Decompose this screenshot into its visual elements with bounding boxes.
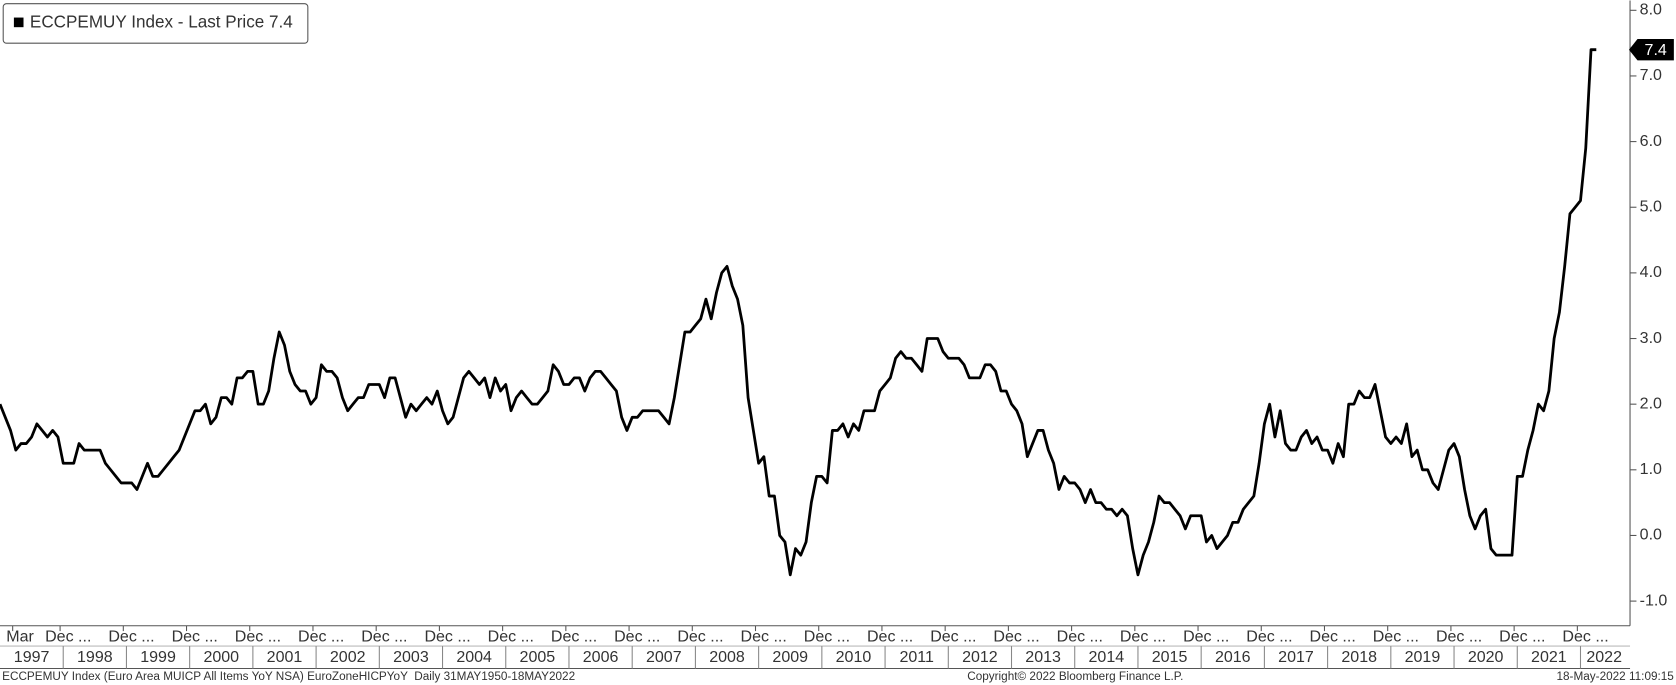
year-label: 2011 [899, 648, 934, 666]
y-tick-label: 3.0 [1640, 329, 1662, 347]
x-tick-label: Dec ... [804, 628, 850, 646]
y-tick-label: 4.0 [1640, 263, 1662, 281]
last-price-tag [1628, 39, 1674, 61]
year-label: 2013 [1025, 648, 1061, 666]
x-tick-label: Dec ... [361, 628, 407, 646]
year-label: 2018 [1341, 648, 1377, 666]
y-tick-label: 8.0 [1640, 1, 1662, 19]
year-label: 2010 [836, 648, 872, 666]
series-line [0, 48, 1597, 577]
x-tick-label: Dec ... [551, 628, 597, 646]
year-label: 2003 [393, 648, 429, 666]
year-label: 2009 [772, 648, 808, 666]
x-tick-label: Dec ... [108, 628, 154, 646]
year-label: 2014 [1089, 648, 1125, 666]
y-tick-label: -1.0 [1640, 591, 1668, 609]
year-label: 2020 [1468, 648, 1504, 666]
year-label: 2021 [1531, 648, 1567, 666]
y-tick-label: 1.0 [1640, 460, 1662, 478]
year-label: 2000 [203, 648, 239, 666]
x-tick-label: Dec ... [424, 628, 470, 646]
legend: ECCPEMUY Index - Last Price 7.4 [2, 3, 309, 44]
y-tick-label: 7.0 [1640, 66, 1662, 84]
year-label: 2007 [646, 648, 682, 666]
x-tick-label: Dec ... [741, 628, 787, 646]
x-tick-label: Dec ... [1310, 628, 1356, 646]
x-tick-label: Mar [6, 628, 34, 646]
x-tick-label: Dec ... [45, 628, 91, 646]
x-tick-label: Dec ... [1057, 628, 1103, 646]
footer-left: ECCPEMUY Index (Euro Area MUICP All Item… [2, 670, 575, 683]
footer-center: Copyright© 2022 Bloomberg Finance L.P. [967, 670, 1183, 683]
x-tick-label: Dec ... [993, 628, 1039, 646]
y-tick-label: 2.0 [1640, 394, 1662, 412]
x-tick-label: Dec ... [867, 628, 913, 646]
year-label: 2022 [1586, 648, 1622, 666]
legend-swatch [13, 17, 24, 28]
year-label: 2016 [1215, 648, 1251, 666]
x-tick-label: Dec ... [614, 628, 660, 646]
year-label: 1999 [140, 648, 176, 666]
y-tick-label: 5.0 [1640, 197, 1662, 215]
footer-right: 18-May-2022 11:09:15 [1556, 670, 1674, 683]
x-tick-label: Dec ... [1120, 628, 1166, 646]
year-label: 1997 [14, 648, 50, 666]
x-tick-label: Dec ... [488, 628, 534, 646]
year-label: 2015 [1152, 648, 1188, 666]
x-tick-label: Dec ... [1436, 628, 1482, 646]
x-tick-label: Dec ... [1562, 628, 1608, 646]
x-tick-label: Dec ... [298, 628, 344, 646]
x-tick-label: Dec ... [172, 628, 218, 646]
year-label: 2002 [330, 648, 366, 666]
x-tick-label: Dec ... [930, 628, 976, 646]
y-tick-label: 6.0 [1640, 132, 1662, 150]
x-tick-label: Dec ... [1246, 628, 1292, 646]
x-tick-label: Dec ... [677, 628, 723, 646]
year-label: 2001 [267, 648, 303, 666]
x-tick-label: Dec ... [235, 628, 281, 646]
year-label: 2004 [456, 648, 492, 666]
year-label: 2017 [1278, 648, 1314, 666]
year-label: 2006 [583, 648, 619, 666]
x-tick-label: Dec ... [1499, 628, 1545, 646]
last-price-label: 7.4 [1645, 41, 1667, 59]
year-label: 2008 [709, 648, 745, 666]
legend-label: ECCPEMUY Index - Last Price 7.4 [30, 12, 293, 31]
x-tick-label: Dec ... [1183, 628, 1229, 646]
legend-box [2, 3, 309, 44]
x-tick-label: Dec ... [1373, 628, 1419, 646]
year-label: 2012 [962, 648, 998, 666]
y-tick-label: 0.0 [1640, 526, 1662, 544]
year-label: 1998 [77, 648, 113, 666]
year-label: 2019 [1405, 648, 1441, 666]
year-label: 2005 [520, 648, 556, 666]
